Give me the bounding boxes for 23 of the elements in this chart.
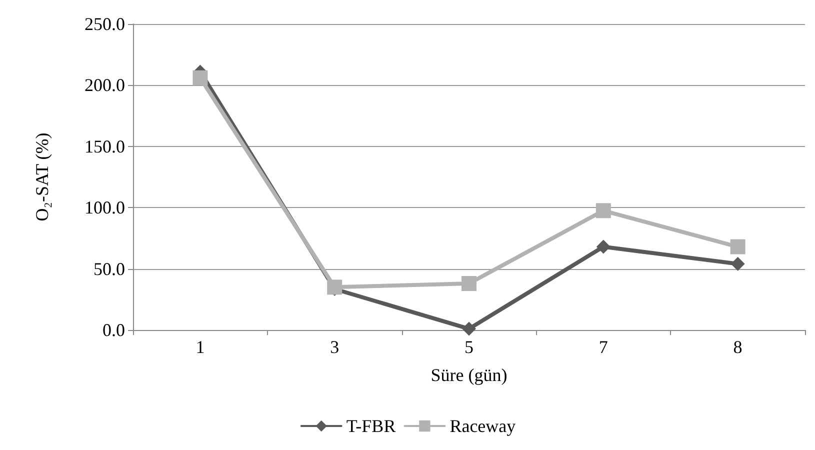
point xyxy=(327,280,342,295)
y-tick-label: 0.0 xyxy=(102,320,125,340)
x-tick-label: 5 xyxy=(464,337,474,357)
x-tick-label: 3 xyxy=(330,337,340,357)
x-axis-title: Süre (gün) xyxy=(430,365,508,385)
y-tick-label: 50.0 xyxy=(94,258,125,279)
point xyxy=(192,70,208,86)
y-tick-label: 200.0 xyxy=(84,75,125,96)
point xyxy=(462,276,476,291)
x-tick-label: 7 xyxy=(598,337,608,357)
y-tick-label: 150.0 xyxy=(84,136,125,156)
y-axis-title: O₂-SAT (%) xyxy=(32,132,52,222)
point xyxy=(730,239,746,254)
x-tick-label: 8 xyxy=(733,337,742,357)
legend-label: T-FBR xyxy=(346,416,396,436)
point xyxy=(730,256,745,271)
y-tick-label: 100.0 xyxy=(84,198,125,218)
point xyxy=(596,203,611,218)
point xyxy=(596,240,610,254)
point xyxy=(462,322,476,336)
y-tick-label: 250.0 xyxy=(84,14,125,34)
legend-label: Raceway xyxy=(450,416,516,436)
x-tick-label: 1 xyxy=(196,337,205,357)
